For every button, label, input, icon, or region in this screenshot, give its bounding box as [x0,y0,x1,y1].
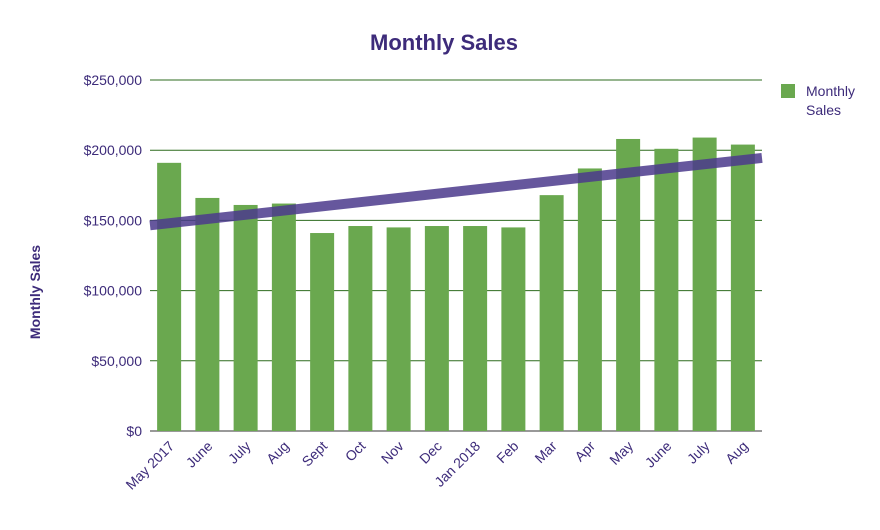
x-tick-label: Dec [416,438,445,467]
trendline [149,152,763,231]
bar [692,137,717,431]
bar [271,203,296,431]
bar [348,226,373,431]
legend-label-line: Sales [806,102,841,118]
legend-swatch [781,84,795,98]
y-tick-label: $50,000 [91,353,142,369]
x-tick-label: Mar [531,438,560,467]
bar [157,162,182,431]
x-tick-label: Feb [493,438,522,467]
bar [501,227,526,431]
legend: Monthly Sales [781,83,855,118]
legend-label: Monthly Sales [806,83,855,118]
trendline-group [149,152,763,231]
bar [539,195,564,431]
x-tick-label: May [606,438,636,468]
legend-label-line: Monthly [806,83,855,99]
x-tick-label: June [183,438,216,471]
bar [616,138,641,431]
x-tick-label: Aug [263,438,292,467]
x-tick-label: June [642,438,675,471]
bar [424,226,449,431]
y-tick-label: $0 [126,423,142,439]
x-tick-label: Nov [378,438,407,467]
bar [577,168,602,431]
bar [730,144,755,432]
x-tick-label: July [225,438,254,467]
bars [157,137,755,432]
bar [195,197,220,431]
bar [463,226,488,431]
x-tick-label: Oct [342,438,369,465]
y-tick-label: $200,000 [84,142,143,158]
x-tick-label: Apr [571,438,598,465]
y-tick-label: $250,000 [84,72,143,88]
x-tick-label: May 2017 [122,438,177,493]
x-tick-label: July [684,438,713,467]
bar [310,233,335,431]
y-axis-label: Monthly Sales [27,245,43,339]
x-tick-label: Aug [722,438,751,467]
bar [233,204,258,431]
chart-title: Monthly Sales [370,30,518,55]
x-tick-label: Sept [299,438,331,470]
y-tick-label: $150,000 [84,212,143,228]
y-tick-labels: $0 $50,000 $100,000 $150,000 $200,000 $250,00… [84,72,143,439]
bar [654,148,679,431]
bar [386,227,411,431]
y-tick-label: $100,000 [84,283,143,299]
